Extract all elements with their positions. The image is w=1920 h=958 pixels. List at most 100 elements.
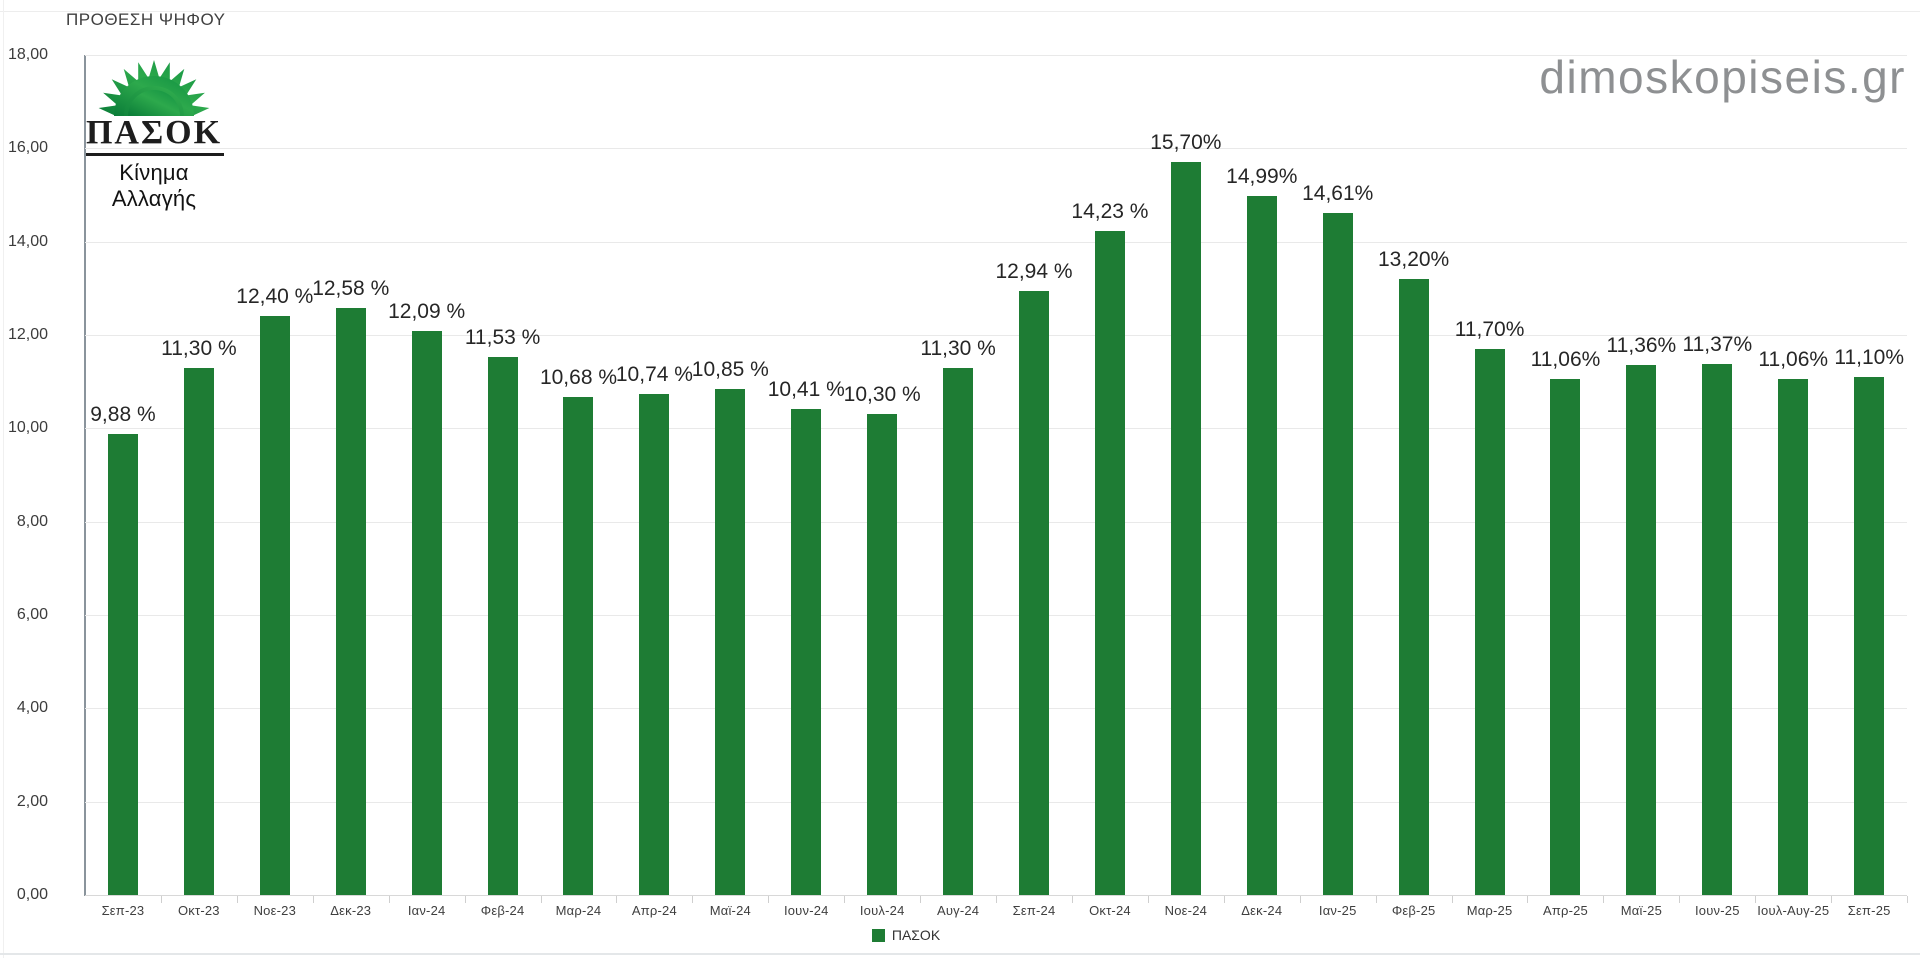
x-tick-label: Ιαν-24 (407, 903, 446, 918)
x-tick-label: Μαϊ-25 (1620, 903, 1663, 918)
bar-column: 9,88 % (85, 55, 161, 895)
axis-tick (1755, 896, 1757, 903)
bar-column: 11,30 % (920, 55, 996, 895)
axis-tick (1223, 896, 1225, 903)
bar-value-label: 13,20% (1378, 248, 1450, 271)
bar-value-label: 12,58 % (312, 276, 390, 300)
bar-column: 14,61% (1300, 55, 1376, 895)
x-tick-label: Μαρ-25 (1466, 903, 1513, 918)
bar (107, 433, 138, 895)
axis-tick (236, 896, 238, 903)
axis-tick (312, 896, 314, 903)
x-tick-label: Σεπ-24 (1012, 903, 1056, 918)
bar (1778, 378, 1809, 895)
legend: ΠΑΣΟΚ (0, 927, 1812, 943)
bar (1170, 162, 1201, 895)
pasok-logo: ΠΑΣΟΚ Κίνημα Αλλαγής (78, 52, 230, 212)
x-tick-label: Ιουν-25 (1695, 903, 1740, 918)
logo-party-name: ΠΑΣΟΚ (83, 116, 225, 156)
bar (1550, 378, 1581, 895)
bar-value-label: 10,85 % (691, 357, 769, 381)
x-tick-label: Οκτ-24 (1089, 903, 1131, 918)
left-border-line (3, 0, 4, 958)
x-tick-label: Οκτ-23 (178, 903, 220, 918)
y-tick-label: 4,00 (16, 699, 48, 717)
bar-column: 12,58 % (312, 55, 390, 895)
legend-label: ΠΑΣΟΚ (891, 927, 941, 943)
y-tick-label: 8,00 (16, 512, 48, 530)
y-tick-label: 16,00 (7, 139, 48, 157)
bar-column: 10,74 % (616, 55, 693, 895)
bar-column: 12,40 % (236, 55, 314, 895)
bar-column: 10,30 % (844, 55, 921, 895)
y-axis-line (84, 55, 86, 896)
x-tick-label: Ιουλ-24 (859, 903, 905, 918)
bar (1626, 364, 1657, 895)
bar (1398, 279, 1429, 895)
bar-value-label: 11,06% (1530, 347, 1601, 371)
axis-tick (464, 896, 466, 903)
bar-column: 13,20% (1376, 55, 1452, 895)
bar-column: 11,36% (1603, 55, 1679, 895)
bar-column: 14,23 % (1071, 55, 1148, 895)
axis-tick (1679, 896, 1681, 903)
bar-column: 10,41 % (767, 55, 845, 895)
bar-value-label: 15,70% (1150, 131, 1222, 155)
bar (1474, 349, 1505, 895)
gridline (85, 615, 1907, 616)
gridline (85, 55, 1907, 56)
bar (487, 356, 518, 895)
bar-value-label: 12,40 % (236, 285, 314, 309)
bar-value-label: 11,70% (1454, 318, 1525, 341)
bar-column: 15,70% (1148, 55, 1224, 895)
plot-area: 9,88 % 11,30 % 12,40 % 12,58 % 12,09 % 11,53 … (85, 55, 1907, 896)
axis-tick (1451, 896, 1453, 903)
bar-value-label: 10,41 % (767, 378, 845, 402)
gridline (85, 335, 1907, 336)
x-axis-labels: Σεπ-23 Οκτ-23 Νοε-23 Δεκ-23 Ιαν-24 Φεβ-24 Μαρ-… (85, 903, 1907, 918)
x-tick-label: Νοε-24 (1164, 903, 1208, 918)
axis-tick (768, 896, 770, 903)
bar-value-label: 9,88 % (90, 402, 156, 426)
axis-tick (1527, 896, 1529, 903)
axis-tick (920, 896, 922, 903)
bar-column: 10,85 % (691, 55, 769, 895)
bar-column: 11,10% (1831, 55, 1907, 895)
bar (639, 393, 670, 895)
x-tick-label: Ιουλ-Αυγ-25 (1757, 903, 1830, 918)
bar-column: 12,94 % (995, 55, 1073, 895)
y-tick-label: 10,00 (7, 419, 48, 437)
axis-tick (1831, 896, 1833, 903)
bar (183, 367, 214, 895)
bar-column: 10,68 % (539, 55, 618, 895)
y-tick-label: 18,00 (7, 46, 48, 63)
gridline (85, 801, 1907, 803)
x-tick-label: Δεκ-23 (330, 903, 372, 918)
axis-tick (388, 896, 390, 903)
bottom-border-line (0, 953, 1920, 955)
bar (1246, 195, 1277, 895)
bar-value-label: 11,10% (1834, 346, 1904, 369)
watermark: dimoskopiseis.gr (1539, 51, 1906, 103)
axis-tick (844, 896, 846, 903)
gridline (85, 241, 1907, 243)
bar (259, 316, 290, 895)
gridline (85, 428, 1907, 430)
bar-value-label: 10,68 % (539, 365, 618, 389)
bar-value-label: 11,30 % (920, 336, 996, 360)
bar-value-label: 12,94 % (995, 260, 1073, 284)
x-tick-label: Φεβ-25 (1391, 903, 1436, 918)
x-tick-label: Απρ-24 (631, 903, 677, 918)
bar-value-label: 11,53 % (464, 325, 541, 349)
x-tick-label: Σεπ-23 (101, 903, 145, 918)
bar (1854, 377, 1885, 895)
bar (563, 396, 594, 895)
y-tick-label: 0,00 (16, 886, 48, 903)
gridline (85, 521, 1907, 523)
bar (1322, 213, 1353, 895)
bar-value-label: 14,99% (1226, 164, 1298, 188)
axis-tick (616, 896, 618, 903)
legend-swatch-icon (871, 928, 885, 942)
bar-column: 11,30 % (161, 55, 237, 895)
bar (1094, 230, 1125, 895)
